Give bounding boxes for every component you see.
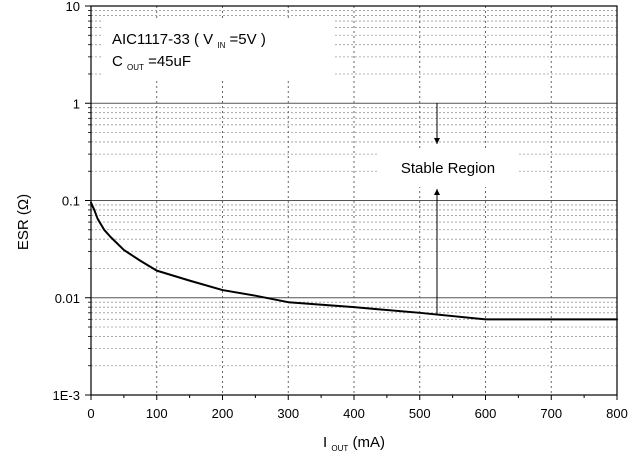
arrow-top-head — [434, 138, 440, 144]
title-device: AIC1117-33 — [112, 31, 190, 48]
stable-region-label: Stable Region — [401, 160, 495, 177]
x-tick-label: 200 — [212, 406, 234, 421]
arrow-bottom-head — [434, 189, 440, 195]
y-tick-label: 1 — [73, 96, 80, 111]
stable-region-arrows — [434, 103, 440, 314]
x-tick-label: 300 — [277, 406, 299, 421]
title-vin-symbol: V — [203, 31, 213, 48]
stable-region-box — [378, 149, 518, 187]
esr-line — [90, 201, 618, 321]
title-vin-subscript: IN — [217, 41, 225, 50]
cout-value: =45uF — [148, 53, 191, 70]
x-axis-unit: (mA) — [352, 434, 385, 451]
annotation-box — [103, 18, 335, 80]
x-tick-label: 600 — [475, 406, 497, 421]
x-tick-label: 800 — [606, 406, 628, 421]
y-tick-label: 1E-3 — [53, 388, 80, 403]
cout-label: C OUT =45uF — [112, 53, 191, 74]
y-tick-label: 0.1 — [62, 194, 80, 209]
x-axis-ticks: 0 100 200 300 400 500 600 700 800 — [87, 395, 628, 421]
x-axis-title: I OUT (mA) — [323, 434, 385, 455]
title-open-paren: ( — [194, 31, 203, 48]
title-vin-value: =5V — [230, 31, 257, 48]
y-axis-title: ESR (Ω) — [15, 194, 32, 250]
x-tick-label: 400 — [343, 406, 365, 421]
y-tick-label: 10 — [66, 0, 80, 14]
x-tick-label: 0 — [87, 406, 94, 421]
y-tick-label: 0.01 — [55, 291, 80, 306]
x-axis-symbol: I — [323, 434, 327, 451]
cout-subscript: OUT — [127, 63, 144, 72]
x-tick-label: 100 — [146, 406, 168, 421]
title-close-paren: ) — [261, 31, 266, 48]
x-axis-subscript: OUT — [331, 444, 348, 453]
x-tick-label: 500 — [409, 406, 431, 421]
y-axis-ticks: 1E-3 0.01 0.1 1 10 — [53, 0, 91, 403]
x-tick-label: 700 — [540, 406, 562, 421]
cout-symbol: C — [112, 53, 123, 70]
chart-title: AIC1117-33 ( V IN =5V ) — [112, 31, 266, 52]
